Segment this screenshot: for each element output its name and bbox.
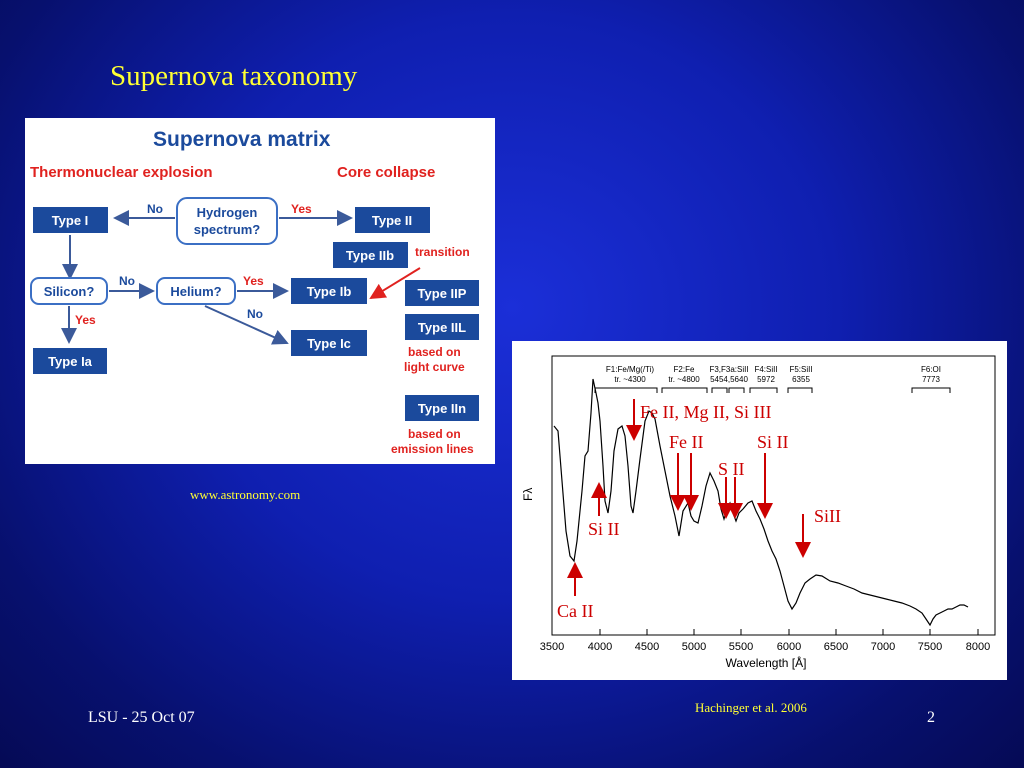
transition-label: transition xyxy=(415,245,470,259)
no-label-3: No xyxy=(247,307,263,321)
x-tick-5500: 5500 xyxy=(729,641,753,653)
based-on-emission-1: based on xyxy=(408,427,461,441)
core-collapse-header: Core collapse xyxy=(337,164,435,181)
feature-f6-line1: F6:OI xyxy=(921,365,941,374)
type-ic-label: Type Ic xyxy=(307,336,351,351)
feature-f6-line2: 7773 xyxy=(922,375,940,384)
reference-caption: Hachinger et al. 2006 xyxy=(695,700,807,715)
annotation-s2: S II xyxy=(718,459,745,479)
type-ic-box: Type Ic xyxy=(291,330,367,356)
type-i-box: Type I xyxy=(33,207,108,233)
x-tick-5000: 5000 xyxy=(682,641,706,653)
feature-brackets xyxy=(594,387,951,393)
annotation-si2-top: Si II xyxy=(757,432,789,452)
based-on-emission-2: emission lines xyxy=(391,442,474,456)
page-number: 2 xyxy=(927,709,935,726)
type-iil-box: Type IIL xyxy=(405,314,479,340)
type-iil-label: Type IIL xyxy=(418,320,466,335)
feature-f5-line1: F5:SiII xyxy=(789,365,812,374)
helium-label: Helium? xyxy=(170,284,221,299)
annotation-fe2: Fe II xyxy=(669,432,704,452)
feature-f1-line1: F1:Fe/Mg(/Ti) xyxy=(606,365,654,374)
no-label-2: No xyxy=(119,274,135,288)
x-tick-7500: 7500 xyxy=(918,641,942,653)
annotation-si2-right: SiII xyxy=(814,506,841,526)
feature-f5-line2: 6355 xyxy=(792,375,810,384)
matrix-title: Supernova matrix xyxy=(153,128,331,151)
x-tick-8000: 8000 xyxy=(966,641,990,653)
feature-f4-line1: F4:SiII xyxy=(754,365,777,374)
feature-f3-line2: 5454,5640 xyxy=(710,375,748,384)
hydrogen-line1: Hydrogen xyxy=(197,205,258,220)
type-ia-box: Type Ia xyxy=(33,348,107,374)
helium-question-node: Helium? xyxy=(156,277,236,305)
x-tick-4500: 4500 xyxy=(635,641,659,653)
feature-f2-line1: F2:Fe xyxy=(674,365,695,374)
x-tick-7000: 7000 xyxy=(871,641,895,653)
based-on-light-1: based on xyxy=(408,345,461,359)
feature-f3-line1: F3,F3a:SiII xyxy=(709,365,748,374)
hydrogen-question-node: Hydrogen spectrum? xyxy=(176,197,278,245)
annotation-ca2: Ca II xyxy=(557,601,593,621)
silicon-label: Silicon? xyxy=(44,284,95,299)
x-tick-4000: 4000 xyxy=(588,641,612,653)
spectrum-figure: 3500 4000 4500 5000 5500 6000 6500 7000 … xyxy=(512,341,1007,680)
hydrogen-line2: spectrum? xyxy=(194,222,261,237)
source-caption: www.astronomy.com xyxy=(190,487,301,502)
type-iib-label: Type IIb xyxy=(346,248,394,263)
type-ii-box: Type II xyxy=(355,207,430,233)
plot-frame xyxy=(551,355,996,636)
annotation-fe-mg-si: Fe II, Mg II, Si III xyxy=(640,402,771,422)
x-tick-6000: 6000 xyxy=(777,641,801,653)
feature-f1-line2: tr. ~4300 xyxy=(614,375,646,384)
x-axis-ticks xyxy=(551,629,979,635)
type-iin-box: Type IIn xyxy=(405,395,479,421)
yes-label-3: Yes xyxy=(75,313,96,327)
thermonuclear-header: Thermonuclear explosion xyxy=(30,164,213,181)
feature-f2-line2: tr. ~4800 xyxy=(668,375,700,384)
silicon-question-node: Silicon? xyxy=(30,277,108,305)
type-ib-label: Type Ib xyxy=(307,284,352,299)
type-iip-label: Type IIP xyxy=(418,286,467,301)
x-axis-label: Wavelength [Å] xyxy=(726,655,807,670)
no-label-1: No xyxy=(147,202,163,216)
footer-date: LSU - 25 Oct 07 xyxy=(88,709,195,726)
annotation-arrows xyxy=(567,399,811,596)
feature-f4-line2: 5972 xyxy=(757,375,775,384)
yes-label-2: Yes xyxy=(243,274,264,288)
based-on-light-2: light curve xyxy=(404,360,465,374)
supernova-matrix-figure: Supernova matrix Thermonuclear explosion… xyxy=(25,118,495,464)
type-i-label: Type I xyxy=(52,213,89,228)
type-iip-box: Type IIP xyxy=(405,280,479,306)
type-iin-label: Type IIn xyxy=(418,401,466,416)
y-axis-label: Fλ xyxy=(521,488,535,501)
x-tick-3500: 3500 xyxy=(540,641,564,653)
type-iib-box: Type IIb xyxy=(333,242,408,268)
type-ib-box: Type Ib xyxy=(291,278,367,304)
annotation-si2-left: Si II xyxy=(588,519,620,539)
type-ii-label: Type II xyxy=(372,213,412,228)
type-ia-label: Type Ia xyxy=(48,354,93,369)
yes-label-1: Yes xyxy=(291,202,312,216)
x-tick-6500: 6500 xyxy=(824,641,848,653)
slide-title: Supernova taxonomy xyxy=(110,60,358,92)
